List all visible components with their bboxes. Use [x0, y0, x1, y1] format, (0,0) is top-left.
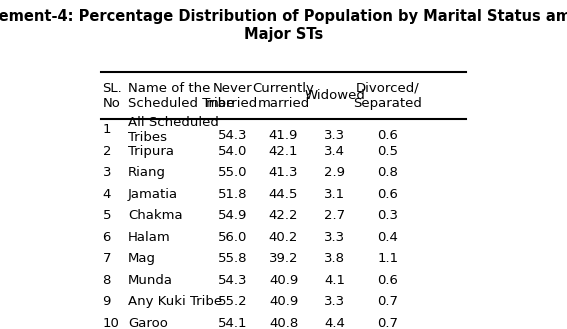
- Text: 2: 2: [103, 145, 111, 158]
- Text: Halam: Halam: [128, 231, 171, 244]
- Text: 54.9: 54.9: [218, 209, 247, 222]
- Text: 7: 7: [103, 252, 111, 265]
- Text: 1: 1: [103, 123, 111, 137]
- Text: 42.1: 42.1: [269, 145, 298, 158]
- Text: 5: 5: [103, 209, 111, 222]
- Text: Mag: Mag: [128, 252, 156, 265]
- Text: 40.9: 40.9: [269, 274, 298, 287]
- Text: Riang: Riang: [128, 166, 166, 179]
- Text: Currently
married: Currently married: [252, 82, 315, 110]
- Text: 9: 9: [103, 295, 111, 308]
- Text: 40.2: 40.2: [269, 231, 298, 244]
- Text: 54.0: 54.0: [218, 145, 247, 158]
- Text: 51.8: 51.8: [218, 188, 247, 201]
- Text: 4.1: 4.1: [324, 274, 345, 287]
- Text: 41.9: 41.9: [269, 129, 298, 142]
- Text: 0.8: 0.8: [377, 166, 398, 179]
- Text: 41.3: 41.3: [269, 166, 298, 179]
- Text: 40.8: 40.8: [269, 316, 298, 329]
- Text: 3.3: 3.3: [324, 295, 345, 308]
- Text: 0.4: 0.4: [377, 231, 398, 244]
- Text: 55.2: 55.2: [218, 295, 247, 308]
- Text: Name of the
Scheduled Tribe: Name of the Scheduled Tribe: [128, 82, 235, 110]
- Text: 3: 3: [103, 166, 111, 179]
- Text: 3.4: 3.4: [324, 145, 345, 158]
- Text: 10: 10: [103, 316, 120, 329]
- Text: 39.2: 39.2: [269, 252, 298, 265]
- Text: 3.8: 3.8: [324, 252, 345, 265]
- Text: 0.7: 0.7: [377, 295, 398, 308]
- Text: Garoo: Garoo: [128, 316, 168, 329]
- Text: Statement-4: Percentage Distribution of Population by Marital Status among
Major: Statement-4: Percentage Distribution of …: [0, 9, 567, 42]
- Text: Tripura: Tripura: [128, 145, 174, 158]
- Text: 0.6: 0.6: [377, 129, 398, 142]
- Text: 0.7: 0.7: [377, 316, 398, 329]
- Text: Jamatia: Jamatia: [128, 188, 178, 201]
- Text: 0.5: 0.5: [377, 145, 398, 158]
- Text: 3.1: 3.1: [324, 188, 345, 201]
- Text: 1.1: 1.1: [377, 252, 398, 265]
- Text: Divorced/
Separated: Divorced/ Separated: [353, 82, 422, 110]
- Text: 3.3: 3.3: [324, 129, 345, 142]
- Text: 42.2: 42.2: [269, 209, 298, 222]
- Text: 54.3: 54.3: [218, 274, 247, 287]
- Text: Chakma: Chakma: [128, 209, 183, 222]
- Text: Widowed: Widowed: [304, 89, 365, 102]
- Text: 54.1: 54.1: [218, 316, 247, 329]
- Text: 54.3: 54.3: [218, 129, 247, 142]
- Text: 0.6: 0.6: [377, 274, 398, 287]
- Text: Never
married: Never married: [206, 82, 259, 110]
- Text: SL.
No: SL. No: [103, 82, 122, 110]
- Text: Any Kuki Tribe: Any Kuki Tribe: [128, 295, 222, 308]
- Text: Munda: Munda: [128, 274, 173, 287]
- Text: 0.3: 0.3: [377, 209, 398, 222]
- Text: 4: 4: [103, 188, 111, 201]
- Text: 2.7: 2.7: [324, 209, 345, 222]
- Text: 4.4: 4.4: [324, 316, 345, 329]
- Text: 56.0: 56.0: [218, 231, 247, 244]
- Text: 44.5: 44.5: [269, 188, 298, 201]
- Text: 55.0: 55.0: [218, 166, 247, 179]
- Text: 6: 6: [103, 231, 111, 244]
- Text: 55.8: 55.8: [218, 252, 247, 265]
- Text: 40.9: 40.9: [269, 295, 298, 308]
- Text: 3.3: 3.3: [324, 231, 345, 244]
- Text: 8: 8: [103, 274, 111, 287]
- Text: 0.6: 0.6: [377, 188, 398, 201]
- Text: 2.9: 2.9: [324, 166, 345, 179]
- Text: All Scheduled
Tribes: All Scheduled Tribes: [128, 116, 219, 144]
